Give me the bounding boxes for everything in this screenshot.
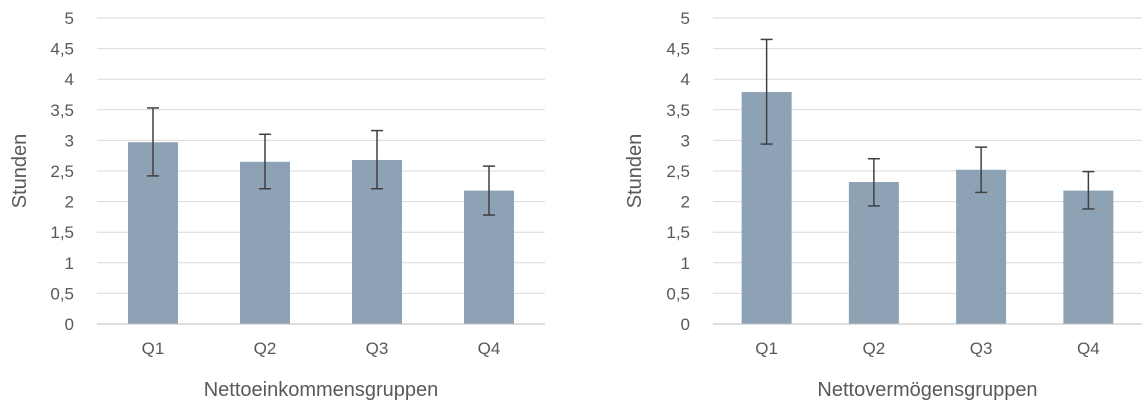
- y-tick-label: 0: [681, 315, 690, 334]
- x-category-label: Q1: [755, 339, 778, 358]
- y-tick-label: 5: [681, 9, 690, 28]
- x-axis-title: Nettovermögensgruppen: [817, 379, 1037, 401]
- bar-q4: [1063, 190, 1114, 324]
- y-tick-label: 4: [681, 70, 690, 89]
- x-category-label: Q4: [1077, 339, 1100, 358]
- y-tick-label: 1: [65, 254, 74, 273]
- bar-q3: [956, 169, 1007, 324]
- error-bar-q4: [1082, 170, 1095, 210]
- y-tick-label: 0,5: [50, 284, 74, 303]
- y-tick-label: 1,5: [666, 223, 690, 242]
- y-axis-title: Stunden: [624, 134, 646, 209]
- y-tick-label: 4,5: [666, 40, 690, 59]
- y-tick-label: 2: [681, 193, 690, 212]
- y-tick-label: 2: [65, 193, 74, 212]
- error-bar-q4: [483, 165, 495, 216]
- y-tick-label: 4,5: [50, 40, 74, 59]
- y-tick-label: 1: [681, 254, 690, 273]
- error-bar-q2: [867, 158, 880, 207]
- x-category-label: Q4: [478, 339, 501, 358]
- y-tick-label: 3: [65, 131, 74, 150]
- y-tick-label: 2,5: [50, 162, 74, 181]
- x-category-label: Q2: [254, 339, 277, 358]
- x-category-label: Q1: [142, 339, 165, 358]
- error-bar-q1: [147, 107, 159, 177]
- x-category-label: Q3: [366, 339, 389, 358]
- y-tick-label: 3,5: [50, 101, 74, 120]
- y-tick-label: 0,5: [666, 284, 690, 303]
- bar-chart-svg: 0 0,5 1 1,5 2 2,5 3 3,5 4 4,5 5 Q1 Q2 Q3 Q4 Nettoeinkom…: [9, 9, 545, 401]
- x-axis-title: Nettoeinkommensgruppen: [204, 379, 439, 401]
- y-axis-title: Stunden: [9, 134, 31, 209]
- y-tick-label: 1,5: [50, 223, 74, 242]
- bar-chart-svg: 0 0,5 1 1,5 2 2,5 3 3,5 4 4,5 5 Q1 Q2 Q3 Q4 Nettovermög…: [624, 9, 1142, 401]
- y-tick-label: 4: [65, 70, 74, 89]
- y-tick-label: 3,5: [666, 101, 690, 120]
- x-category-label: Q3: [970, 339, 993, 358]
- chart-wealth-groups: 0 0,5 1 1,5 2 2,5 3 3,5 4 4,5 5 Q1 Q2 Q3 Q4 Nettovermög…: [571, 0, 1142, 408]
- x-category-label: Q2: [863, 339, 886, 358]
- y-tick-label: 0: [65, 315, 74, 334]
- y-tick-label: 3: [681, 131, 690, 150]
- error-bar-q3: [371, 129, 383, 190]
- y-tick-label: 5: [65, 9, 74, 28]
- error-bar-q2: [259, 133, 271, 190]
- chart-income-groups: 0 0,5 1 1,5 2 2,5 3 3,5 4 4,5 5 Q1 Q2 Q3 Q4 Nettoeinkom…: [9, 9, 545, 401]
- y-tick-label: 2,5: [666, 162, 690, 181]
- error-bar-q3: [975, 146, 988, 194]
- error-bar-q1: [760, 38, 773, 145]
